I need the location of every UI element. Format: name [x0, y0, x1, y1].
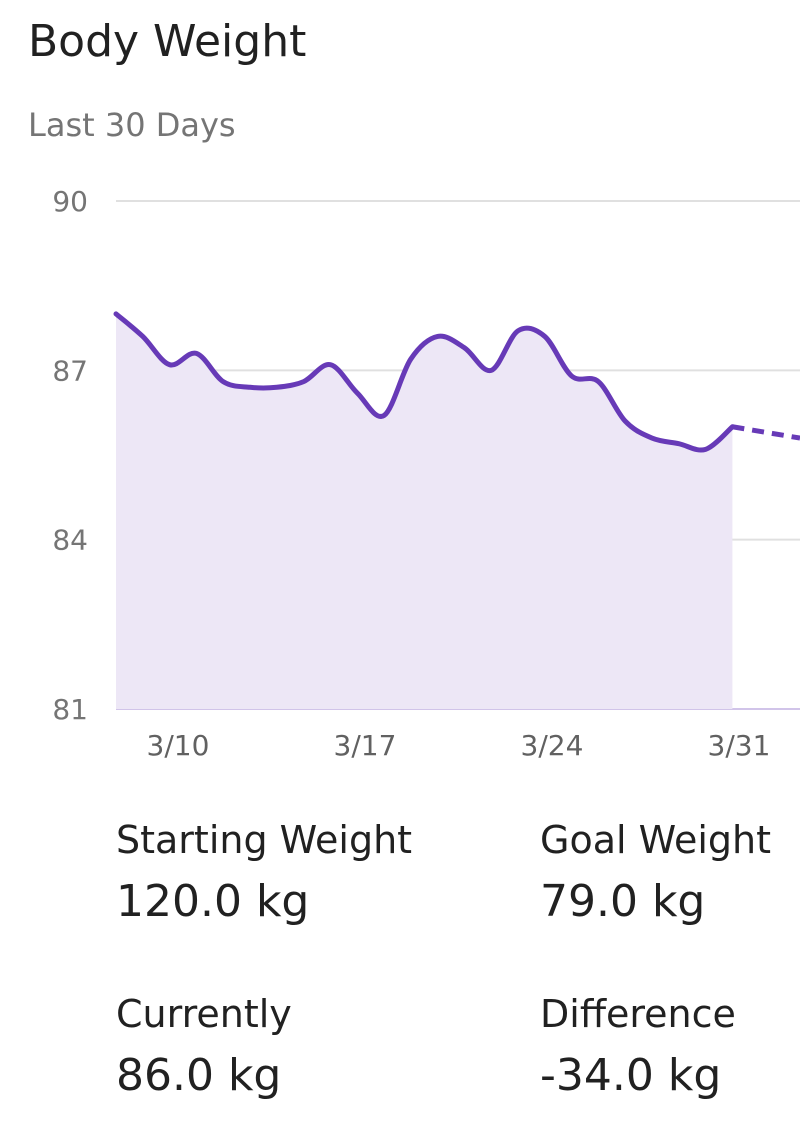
- weight-chart: 90 87 84 81 3/10 3/17 3/24 3/31: [52, 185, 800, 762]
- x-tick-label: 3/31: [708, 729, 771, 762]
- weight-area-fill: [116, 313, 733, 709]
- goal-weight-value: 79.0 kg: [540, 876, 706, 927]
- current-weight-label: Currently: [116, 992, 292, 1036]
- weight-projection-line: [731, 424, 800, 441]
- starting-weight-label: Starting Weight: [116, 818, 413, 862]
- y-axis-ticks: 90 87 84 81: [52, 185, 88, 726]
- goal-weight-stat: Goal Weight 79.0 kg: [540, 818, 771, 927]
- starting-weight-stat: Starting Weight 120.0 kg: [116, 818, 412, 927]
- x-tick-label: 3/10: [147, 729, 210, 762]
- chart-subtitle: Last 30 Days: [28, 106, 236, 144]
- x-axis-ticks: 3/10 3/17 3/24 3/31: [147, 729, 771, 762]
- difference-stat: Difference -34.0 kg: [540, 992, 736, 1101]
- y-tick-label: 84: [52, 524, 88, 557]
- current-weight-stat: Currently 86.0 kg: [116, 992, 292, 1101]
- line-layer: [113, 311, 800, 453]
- y-tick-label: 81: [52, 693, 88, 726]
- current-weight-value: 86.0 kg: [116, 1050, 282, 1101]
- weight-line: [113, 311, 735, 453]
- difference-value: -34.0 kg: [540, 1050, 722, 1101]
- y-tick-label: 90: [52, 185, 88, 218]
- x-tick-label: 3/24: [521, 729, 584, 762]
- chart-title: Body Weight: [28, 16, 307, 67]
- x-tick-label: 3/17: [334, 729, 397, 762]
- difference-label: Difference: [540, 992, 736, 1036]
- goal-weight-label: Goal Weight: [540, 818, 772, 862]
- area-fill-layer: [116, 313, 733, 709]
- starting-weight-value: 120.0 kg: [116, 876, 310, 927]
- y-tick-label: 87: [52, 354, 88, 387]
